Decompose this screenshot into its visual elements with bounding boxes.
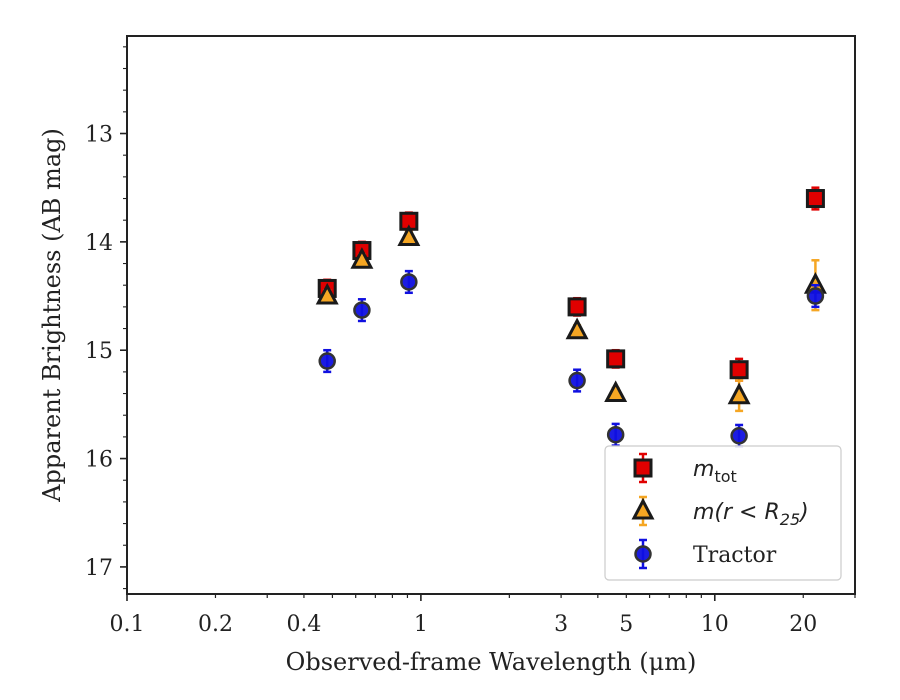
triangle-marker xyxy=(727,382,751,405)
triangle-marker xyxy=(565,317,589,340)
x-tick-label: 0.2 xyxy=(198,612,233,637)
legend-label: Tractor xyxy=(693,543,777,568)
circle-marker xyxy=(606,425,625,444)
plot-area xyxy=(315,186,827,448)
legend-label: m(r < R25) xyxy=(693,500,809,529)
y-tick-label: 15 xyxy=(85,339,113,364)
square-marker xyxy=(606,349,626,369)
y-tick-label: 16 xyxy=(85,448,113,473)
x-tick-label: 1 xyxy=(414,612,428,637)
x-tick-label: 3 xyxy=(554,612,568,637)
legend-entry: Tractor xyxy=(634,538,777,570)
triangle-marker xyxy=(350,247,374,269)
x-tick-label: 0.4 xyxy=(286,612,321,637)
circle-marker xyxy=(353,301,371,319)
triangle-marker xyxy=(315,282,339,305)
y-tick-label: 13 xyxy=(85,123,113,148)
x-tick-label: 0.1 xyxy=(110,612,145,637)
legend-entry: mtot xyxy=(633,452,737,486)
x-tick-label: 10 xyxy=(701,612,729,637)
y-tick-label: 14 xyxy=(85,231,113,256)
circle-marker xyxy=(730,427,748,445)
triangle-marker xyxy=(397,224,421,247)
y-tick-label: 17 xyxy=(85,556,113,581)
series-2 xyxy=(318,269,825,448)
square-marker xyxy=(729,360,749,380)
triangle-marker xyxy=(604,380,628,403)
legend-square-marker xyxy=(633,458,653,478)
series-0 xyxy=(317,186,825,382)
legend-circle-marker xyxy=(634,545,652,563)
series-1 xyxy=(315,224,827,413)
legend-label: mtot xyxy=(693,457,737,486)
x-tick-label: 5 xyxy=(619,612,633,637)
legend-box xyxy=(604,445,842,581)
square-marker xyxy=(805,189,825,209)
circle-marker xyxy=(806,287,825,305)
circle-marker xyxy=(318,352,336,370)
legend-entry: m(r < R25) xyxy=(631,495,809,529)
x-axis-label: Observed-frame Wavelength (μm) xyxy=(286,648,697,676)
legend: mtot m(r < R25) Tractor xyxy=(604,445,842,581)
square-marker xyxy=(567,297,587,317)
y-axis-label: Apparent Brightness (AB mag) xyxy=(38,128,66,503)
x-tick-label: 20 xyxy=(789,612,817,637)
circle-marker xyxy=(400,273,418,291)
plot-frame xyxy=(126,35,856,595)
legend-triangle-marker xyxy=(631,497,655,520)
circle-marker xyxy=(568,371,586,390)
